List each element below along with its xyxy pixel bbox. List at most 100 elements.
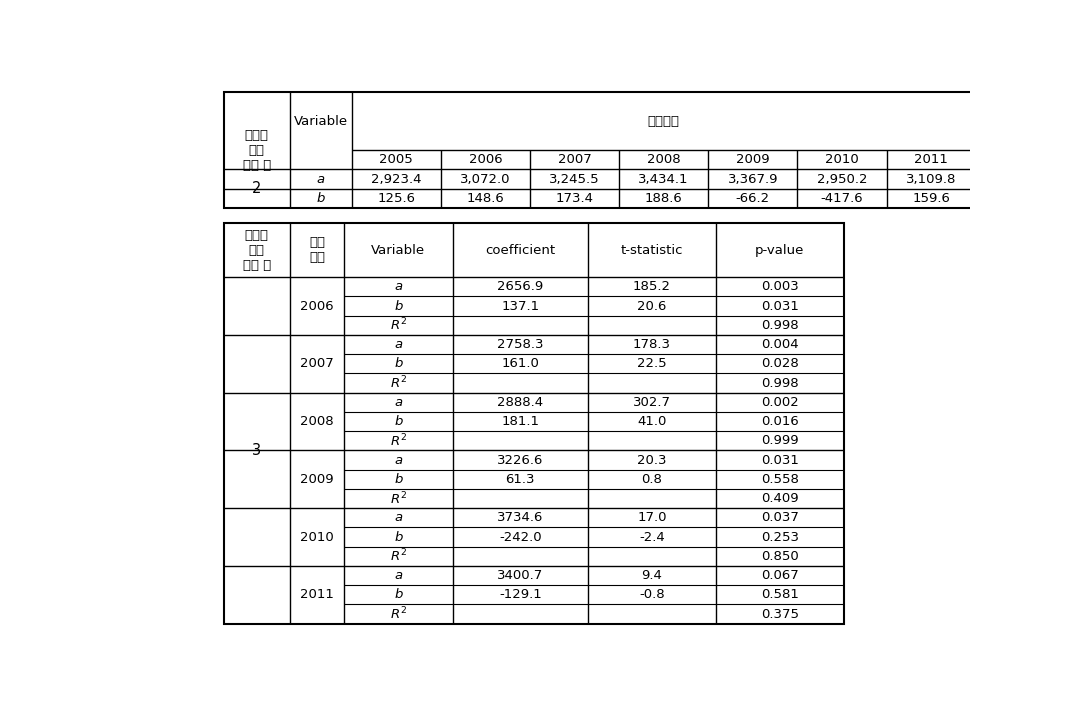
Text: 181.1: 181.1 xyxy=(501,415,539,428)
Text: -2.4: -2.4 xyxy=(639,531,665,544)
Text: a: a xyxy=(395,511,402,525)
Text: 기준년도: 기준년도 xyxy=(648,115,680,128)
Text: 0.581: 0.581 xyxy=(761,588,799,602)
Text: a: a xyxy=(395,453,402,467)
Text: 3226.6: 3226.6 xyxy=(497,453,543,467)
Text: 0.253: 0.253 xyxy=(761,531,799,544)
Bar xyxy=(224,92,976,208)
Text: 2010: 2010 xyxy=(825,153,859,167)
Text: a: a xyxy=(317,172,324,186)
Text: 20.6: 20.6 xyxy=(637,299,667,313)
Text: 2888.4: 2888.4 xyxy=(497,396,543,409)
Text: 0.409: 0.409 xyxy=(761,492,799,505)
Text: $R^2$: $R^2$ xyxy=(390,490,406,507)
Text: 0.004: 0.004 xyxy=(761,338,799,351)
Text: -129.1: -129.1 xyxy=(499,588,541,602)
Text: -66.2: -66.2 xyxy=(736,192,770,205)
Text: b: b xyxy=(395,415,402,428)
Text: 20.3: 20.3 xyxy=(637,453,667,467)
Text: 2758.3: 2758.3 xyxy=(497,338,543,351)
Text: $R^2$: $R^2$ xyxy=(390,375,406,391)
Text: 0.067: 0.067 xyxy=(761,569,799,582)
Text: 기준
년도: 기준 년도 xyxy=(309,237,324,264)
Text: 0.002: 0.002 xyxy=(761,396,799,409)
Text: 3,245.5: 3,245.5 xyxy=(550,172,599,186)
Text: b: b xyxy=(317,192,324,205)
Text: 0.850: 0.850 xyxy=(761,550,799,563)
Text: 3400.7: 3400.7 xyxy=(497,569,543,582)
Text: 2008: 2008 xyxy=(647,153,680,167)
Text: a: a xyxy=(395,569,402,582)
Text: 3,072.0: 3,072.0 xyxy=(460,172,511,186)
Text: 0.998: 0.998 xyxy=(761,376,799,390)
Text: b: b xyxy=(395,531,402,544)
Text: 0.003: 0.003 xyxy=(761,280,799,294)
Text: a: a xyxy=(395,338,402,351)
Text: b: b xyxy=(395,299,402,313)
Text: 0.031: 0.031 xyxy=(761,453,799,467)
Text: Variable: Variable xyxy=(371,244,426,257)
Text: 161.0: 161.0 xyxy=(501,357,539,371)
Text: 17.0: 17.0 xyxy=(637,511,667,525)
Text: -242.0: -242.0 xyxy=(499,531,541,544)
Text: b: b xyxy=(395,588,402,602)
Text: a: a xyxy=(395,280,402,294)
Text: 178.3: 178.3 xyxy=(633,338,672,351)
Bar xyxy=(224,223,844,623)
Text: 0.037: 0.037 xyxy=(761,511,799,525)
Text: 3: 3 xyxy=(252,443,261,458)
Text: 173.4: 173.4 xyxy=(555,192,594,205)
Text: p-value: p-value xyxy=(756,244,804,257)
Text: $R^2$: $R^2$ xyxy=(390,317,406,334)
Text: b: b xyxy=(395,357,402,371)
Text: 61.3: 61.3 xyxy=(506,473,535,486)
Text: 2010: 2010 xyxy=(300,531,334,544)
Text: 2008: 2008 xyxy=(300,415,334,428)
Text: 2,950.2: 2,950.2 xyxy=(817,172,867,186)
Text: 2009: 2009 xyxy=(736,153,770,167)
Text: 0.8: 0.8 xyxy=(641,473,663,486)
Text: 0.028: 0.028 xyxy=(761,357,799,371)
Text: 3,434.1: 3,434.1 xyxy=(638,172,689,186)
Text: $R^2$: $R^2$ xyxy=(390,433,406,449)
Text: 3,367.9: 3,367.9 xyxy=(728,172,778,186)
Text: 2656.9: 2656.9 xyxy=(497,280,543,294)
Text: 2005: 2005 xyxy=(379,153,413,167)
Text: 0.375: 0.375 xyxy=(761,608,799,621)
Text: -417.6: -417.6 xyxy=(820,192,863,205)
Text: -0.8: -0.8 xyxy=(639,588,665,602)
Text: 188.6: 188.6 xyxy=(645,192,682,205)
Text: 0.558: 0.558 xyxy=(761,473,799,486)
Text: 2011: 2011 xyxy=(914,153,948,167)
Text: 2: 2 xyxy=(252,181,262,196)
Text: 2006: 2006 xyxy=(300,299,334,313)
Text: 159.6: 159.6 xyxy=(912,192,950,205)
Text: 0.999: 0.999 xyxy=(761,434,799,448)
Text: 185.2: 185.2 xyxy=(633,280,672,294)
Text: 9.4: 9.4 xyxy=(641,569,663,582)
Text: 41.0: 41.0 xyxy=(637,415,667,428)
Text: 2007: 2007 xyxy=(557,153,592,167)
Text: 125.6: 125.6 xyxy=(377,192,415,205)
Text: 2006: 2006 xyxy=(469,153,502,167)
Text: 22.5: 22.5 xyxy=(637,357,667,371)
Text: 2007: 2007 xyxy=(300,357,334,371)
Text: 3734.6: 3734.6 xyxy=(497,511,543,525)
Text: 302.7: 302.7 xyxy=(633,396,672,409)
Text: 0.998: 0.998 xyxy=(761,319,799,332)
Text: $R^2$: $R^2$ xyxy=(390,548,406,565)
Text: a: a xyxy=(395,396,402,409)
Text: 2,923.4: 2,923.4 xyxy=(371,172,421,186)
Text: t-statistic: t-statistic xyxy=(621,244,683,257)
Text: 가정된
가용
자료 수: 가정된 가용 자료 수 xyxy=(243,128,271,172)
Text: 가정된
가용
자료 수: 가정된 가용 자료 수 xyxy=(243,229,271,272)
Text: 148.6: 148.6 xyxy=(467,192,505,205)
Text: b: b xyxy=(395,473,402,486)
Text: Variable: Variable xyxy=(293,115,348,128)
Text: 2011: 2011 xyxy=(300,588,334,602)
Text: 0.031: 0.031 xyxy=(761,299,799,313)
Text: 137.1: 137.1 xyxy=(501,299,539,313)
Text: 2009: 2009 xyxy=(300,473,334,486)
Text: $R^2$: $R^2$ xyxy=(390,606,406,623)
Text: 3,109.8: 3,109.8 xyxy=(906,172,956,186)
